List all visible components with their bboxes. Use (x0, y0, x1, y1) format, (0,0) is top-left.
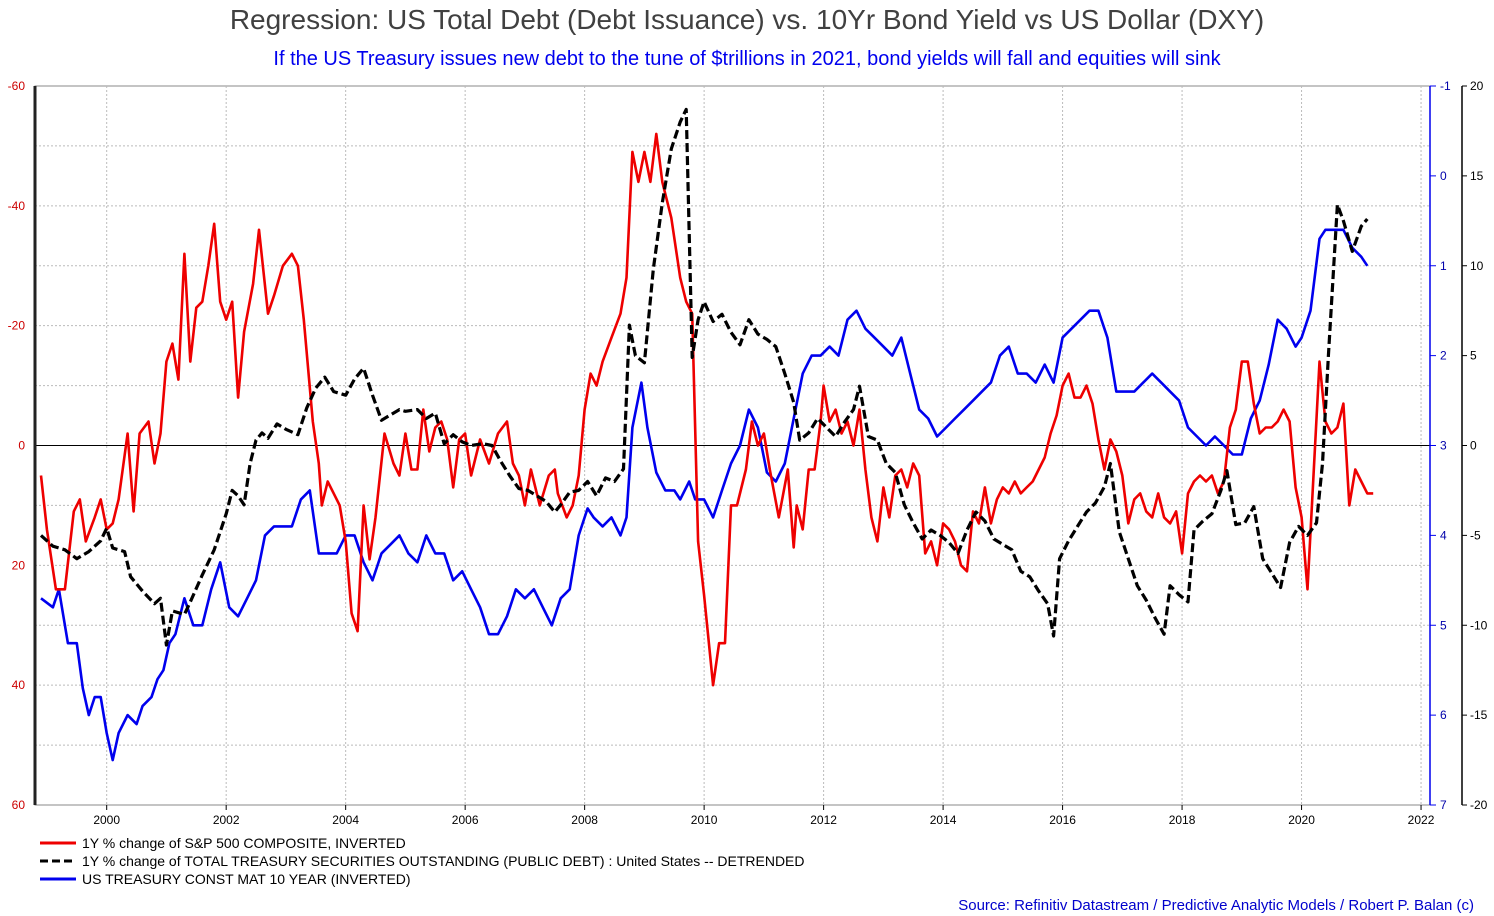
legend-label-debt: 1Y % change of TOTAL TREASURY SECURITIES… (82, 853, 805, 869)
chart-title: Regression: US Total Debt (Debt Issuance… (229, 4, 1265, 35)
x-tick-label: 2008 (571, 813, 598, 827)
x-tick-label: 2020 (1288, 813, 1315, 827)
left-tick-label: 20 (12, 558, 26, 572)
right-axis-2-tick-label: -20 (1470, 798, 1488, 812)
x-tick-label: 2018 (1169, 813, 1196, 827)
x-tick-label: 2016 (1049, 813, 1076, 827)
right-axis-1-tick-label: 7 (1440, 798, 1447, 812)
right-axis-2-tick-label: 10 (1470, 259, 1484, 273)
left-tick-label: -60 (8, 79, 26, 93)
legend: 1Y % change of S&P 500 COMPOSITE, INVERT… (40, 834, 805, 888)
series-spx-line (39, 132, 1374, 687)
series-debt-line (39, 107, 1369, 647)
right-axis-1-tick-label: -1 (1440, 79, 1451, 93)
x-tick-label: 2000 (93, 813, 120, 827)
left-tick-label: 40 (12, 678, 26, 692)
right-axis-1-tick-label: 4 (1440, 528, 1447, 542)
x-tick-label: 2004 (332, 813, 359, 827)
right-axis-2-tick-label: 5 (1470, 349, 1477, 363)
legend-item-debt: 1Y % change of TOTAL TREASURY SECURITIES… (40, 852, 805, 870)
right-axis-2-tick-label: -10 (1470, 618, 1488, 632)
legend-swatch-solid-blue (40, 877, 76, 881)
x-tick-label: 2010 (691, 813, 718, 827)
right-axis-1-tick-label: 2 (1440, 349, 1447, 363)
right-axis-1-tick-label: 6 (1440, 708, 1447, 722)
right-axis-1-tick-label: 0 (1440, 169, 1447, 183)
x-tick-label: 2014 (930, 813, 957, 827)
legend-item-spx: 1Y % change of S&P 500 COMPOSITE, INVERT… (40, 834, 805, 852)
x-tick-label: 2006 (452, 813, 479, 827)
legend-label-spx: 1Y % change of S&P 500 COMPOSITE, INVERT… (82, 835, 406, 851)
x-tick-label: 2012 (810, 813, 837, 827)
right-axis-2-tick-label: 20 (1470, 79, 1484, 93)
right-axis-1-tick-label: 5 (1440, 618, 1447, 632)
left-tick-label: 0 (18, 439, 25, 453)
right-axis-1-tick-label: 3 (1440, 439, 1447, 453)
left-tick-label: -40 (8, 199, 26, 213)
chart-subtitle: If the US Treasury issues new debt to th… (273, 48, 1221, 70)
right-axis-2-tick-label: -5 (1470, 528, 1481, 542)
legend-swatch-solid-red (40, 841, 76, 845)
right-axis-2-tick-label: 15 (1470, 169, 1484, 183)
source-note: Source: Refinitiv Datastream / Predictiv… (958, 897, 1474, 914)
legend-label-yield: US TREASURY CONST MAT 10 YEAR (INVERTED) (82, 871, 411, 887)
left-tick-label: -20 (8, 319, 26, 333)
right-axis-2-tick-label: -15 (1470, 708, 1488, 722)
legend-swatch-dashed-black (40, 859, 76, 863)
x-tick-label: 2002 (213, 813, 240, 827)
right-axis-1-tick-label: 1 (1440, 259, 1447, 273)
right-axis-2-tick-label: 0 (1470, 439, 1477, 453)
legend-item-yield: US TREASURY CONST MAT 10 YEAR (INVERTED) (40, 870, 805, 888)
x-tick-label: 2022 (1408, 813, 1435, 827)
series-yield-line (40, 228, 1369, 762)
left-tick-label: 60 (12, 798, 26, 812)
